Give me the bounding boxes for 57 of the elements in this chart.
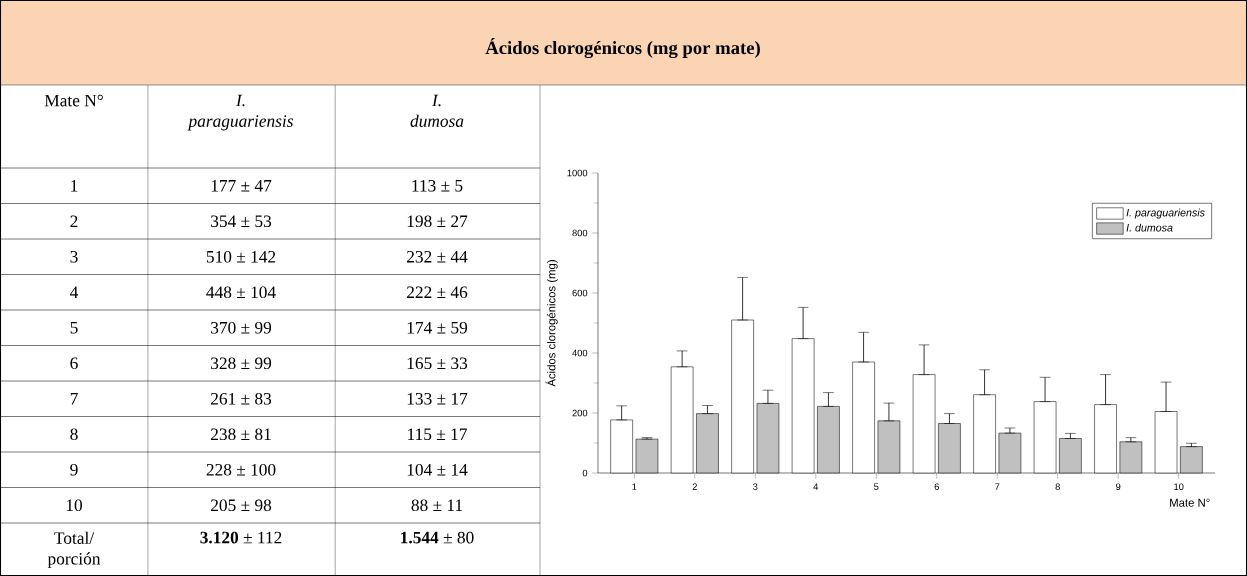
text: 238 ± 81	[211, 428, 271, 441]
text: 232 ± 44	[407, 250, 468, 263]
text: Mate N°	[44, 94, 103, 107]
text: 370 ± 99	[211, 321, 272, 334]
category-label: 3	[70, 250, 78, 263]
y-tick-label: 1000	[567, 169, 588, 177]
x-tick-label: 7	[995, 483, 1000, 490]
category-label: 9	[70, 463, 78, 476]
category-label: 2	[70, 215, 78, 227]
text: 228 ± 100	[206, 463, 276, 476]
text: 133 ± 17	[407, 392, 468, 405]
x-tick-label: 8	[1055, 483, 1060, 491]
text: 113 ± 5	[412, 179, 463, 192]
category-label: 4	[70, 286, 79, 298]
text: 328 ± 99	[211, 357, 272, 370]
text: 354 ± 53	[211, 215, 272, 228]
text: I. paraguariensis	[187, 94, 293, 131]
text: 222 ± 46	[407, 286, 468, 299]
text: 177 ± 47	[211, 180, 272, 192]
category-label: 6	[70, 357, 78, 370]
x-tick-label: 6	[934, 483, 939, 491]
legend-label: I. dumosa	[1126, 223, 1173, 232]
text: 115 ± 17	[408, 428, 467, 441]
x-tick-label: 2	[692, 483, 697, 490]
text: 205 ± 98	[211, 499, 272, 512]
category-label: 8	[70, 428, 78, 441]
text: 165 ± 33	[407, 357, 468, 370]
x-tick-label: 3	[753, 483, 758, 491]
text: 3.120 ± 112	[200, 531, 282, 544]
text: 88 ± 11	[411, 499, 463, 512]
y-tick-label: 600	[572, 289, 588, 297]
category-label: 5	[70, 321, 78, 334]
x-tick-label: 5	[874, 483, 879, 490]
text: Total/ porción	[47, 531, 101, 569]
text: I. dumosa	[410, 94, 464, 127]
text: 174 ± 59	[407, 321, 468, 334]
text: 1.544 ± 80	[401, 531, 474, 544]
x-tick-label: 4	[813, 483, 819, 490]
y-tick-label: 800	[572, 229, 588, 237]
category-label: 10	[66, 499, 83, 512]
x-axis-title: Mate N°	[1170, 498, 1210, 507]
text: 510 ± 142	[206, 250, 276, 263]
x-tick-label: 10	[1174, 483, 1184, 491]
category-label: 1	[71, 180, 78, 192]
chart-title: Ácidos clorogénicos (mg por mate)	[485, 37, 760, 59]
text: 261 ± 83	[211, 392, 272, 405]
legend-label: I. paraguariensis	[1126, 208, 1205, 219]
text: 448 ± 104	[206, 286, 276, 299]
text: 104 ± 14	[407, 463, 468, 476]
y-tick-label: 0	[582, 469, 588, 477]
y-axis-title: Ácidos clorogénicos (mg)	[545, 260, 558, 387]
y-tick-label: 400	[572, 349, 588, 357]
x-tick-label: 9	[1116, 483, 1121, 491]
x-tick-label: 1	[632, 483, 637, 490]
text: 198 ± 27	[407, 215, 468, 228]
y-tick-label: 200	[572, 409, 588, 417]
category-label: 7	[70, 393, 78, 405]
